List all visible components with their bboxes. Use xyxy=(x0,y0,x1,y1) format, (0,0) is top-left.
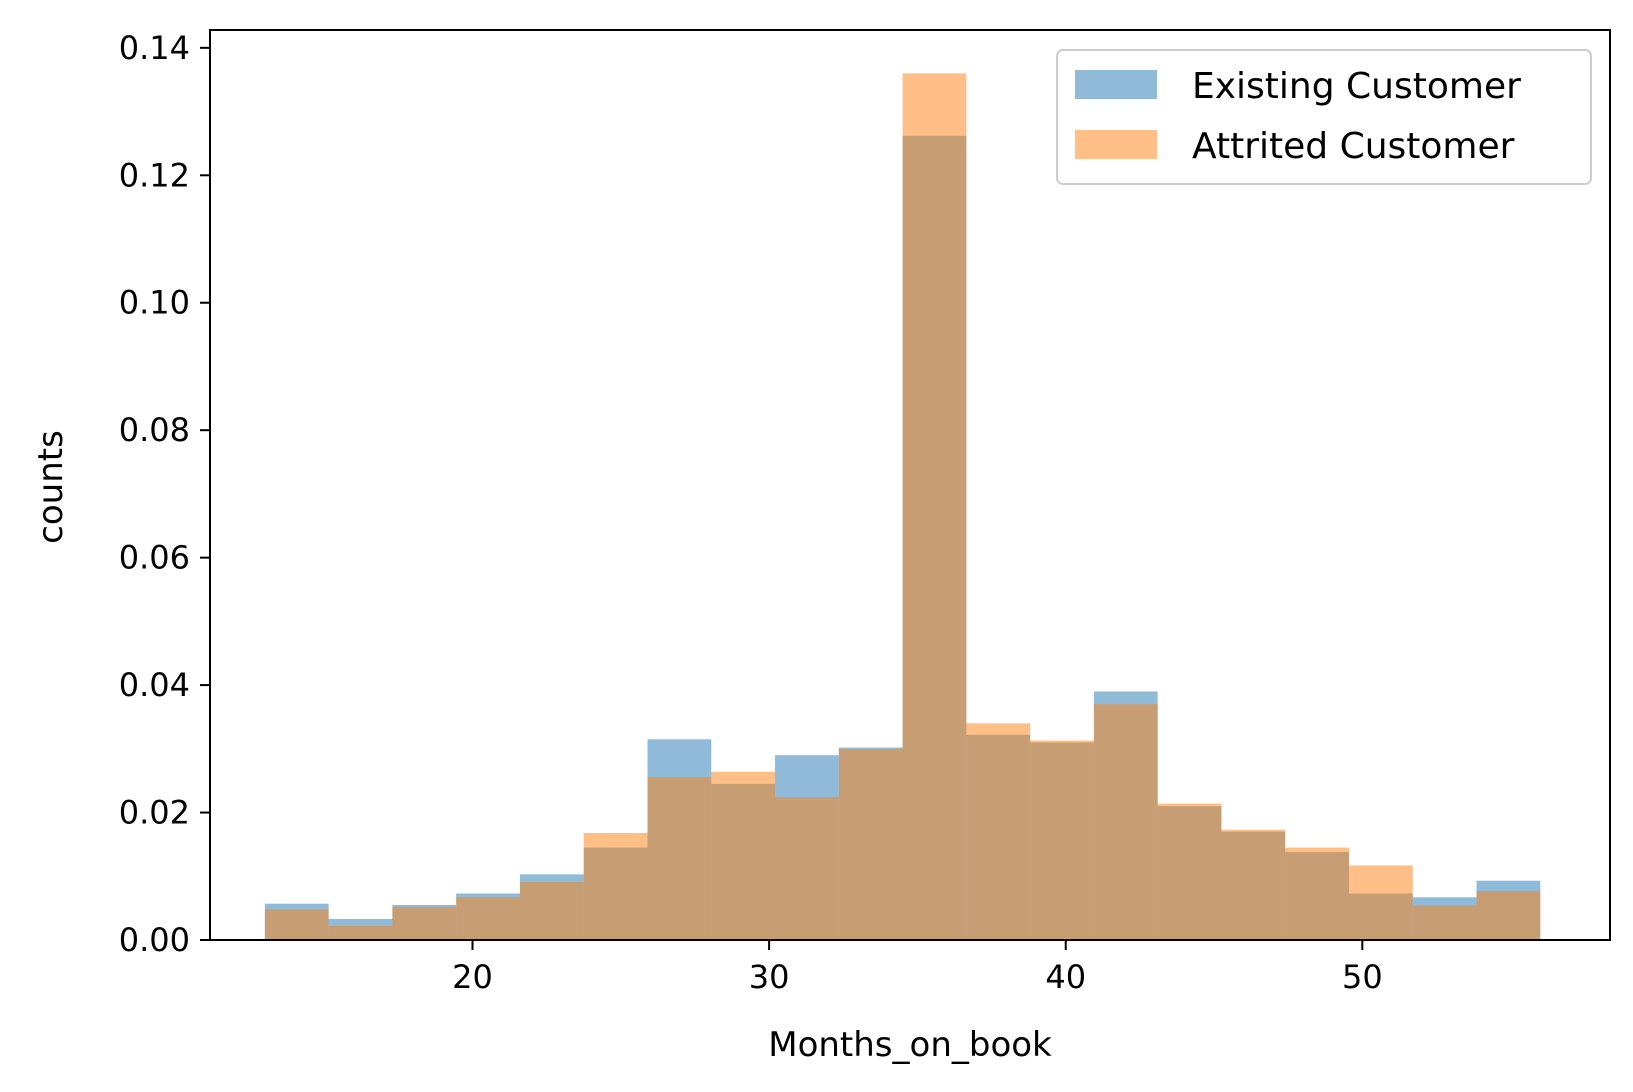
bar-attrited-12 xyxy=(1030,740,1094,940)
bar-attrited-1 xyxy=(328,925,393,940)
x-tick-label: 20 xyxy=(452,958,493,996)
bar-attrited-0 xyxy=(264,909,329,940)
x-tick-label: 50 xyxy=(1342,958,1383,996)
bar-attrited-11 xyxy=(966,723,1031,940)
bar-attrited-16 xyxy=(1285,847,1349,940)
bar-attrited-6 xyxy=(647,776,712,940)
bar-attrited-9 xyxy=(838,748,903,940)
y-tick-label: 0.00 xyxy=(119,921,190,959)
x-tick-label: 40 xyxy=(1045,958,1086,996)
legend-swatch-attrited xyxy=(1075,130,1157,159)
bar-attrited-7 xyxy=(711,771,776,940)
bar-attrited-18 xyxy=(1412,905,1477,940)
legend-label-attrited: Attrited Customer xyxy=(1192,126,1515,167)
bars-layer xyxy=(264,73,1541,941)
y-tick-label: 0.06 xyxy=(119,539,190,577)
legend-swatch-existing xyxy=(1075,70,1157,99)
x-axis-ticks: 20 30 40 50 xyxy=(452,940,1383,996)
bar-attrited-13 xyxy=(1093,704,1158,940)
legend: Existing Customer Attrited Customer xyxy=(1056,49,1592,185)
bar-attrited-4 xyxy=(519,882,584,940)
bar-attrited-2 xyxy=(392,906,457,940)
x-tick-label: 30 xyxy=(749,958,790,996)
legend-frame xyxy=(1056,49,1592,185)
bar-attrited-17 xyxy=(1348,865,1413,940)
bar-attrited-10 xyxy=(902,73,967,941)
bar-attrited-15 xyxy=(1221,829,1286,940)
bar-attrited-8 xyxy=(775,797,839,940)
y-axis-label: counts xyxy=(31,430,71,544)
y-tick-label: 0.10 xyxy=(119,284,190,322)
plot-frame xyxy=(209,29,1611,941)
y-axis-ticks: 0.00 0.02 0.04 0.06 0.08 0.10 0.12 0.14 xyxy=(119,29,210,959)
y-tick-label: 0.02 xyxy=(119,794,190,832)
bar-attrited-5 xyxy=(583,832,648,940)
bar-attrited-14 xyxy=(1157,803,1222,940)
bar-attrited-3 xyxy=(456,897,520,940)
y-tick-label: 0.08 xyxy=(119,411,190,449)
y-tick-label: 0.12 xyxy=(119,156,190,194)
y-tick-label: 0.04 xyxy=(119,666,190,704)
y-tick-label: 0.14 xyxy=(119,29,190,67)
x-axis-label: Months_on_book xyxy=(768,1025,1052,1065)
legend-label-existing: Existing Customer xyxy=(1192,66,1521,107)
bar-attrited-19 xyxy=(1476,890,1541,940)
